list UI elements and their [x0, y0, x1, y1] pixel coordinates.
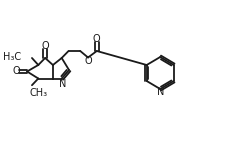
- Text: O: O: [41, 41, 49, 51]
- Text: H₃C: H₃C: [3, 51, 21, 61]
- Text: O: O: [93, 34, 101, 44]
- Text: CH₃: CH₃: [29, 89, 47, 99]
- Text: N: N: [59, 79, 66, 89]
- Text: N: N: [157, 87, 164, 97]
- Text: O: O: [13, 67, 20, 77]
- Text: O: O: [85, 56, 92, 66]
